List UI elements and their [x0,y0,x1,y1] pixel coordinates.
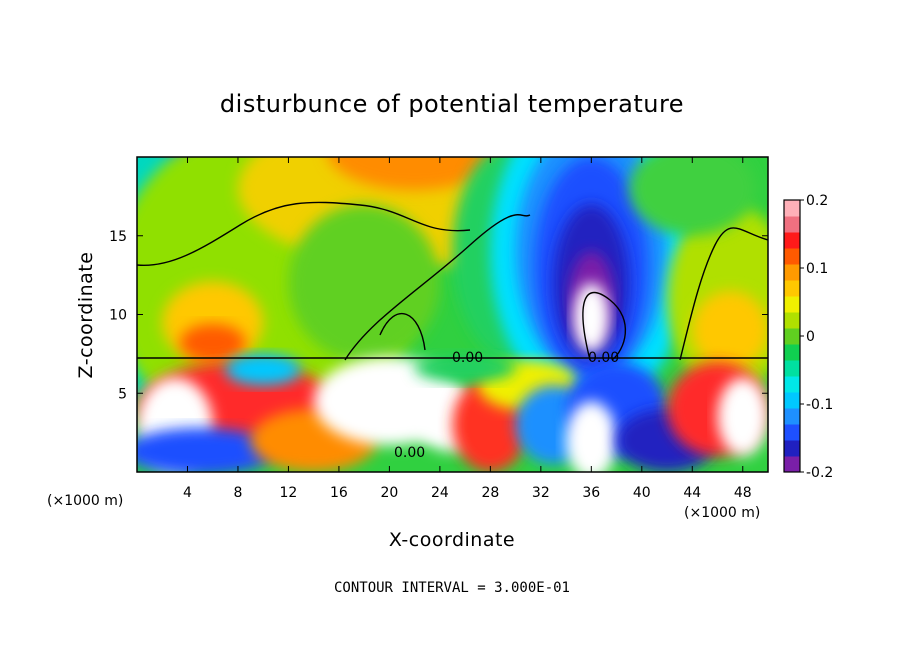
field-blob [225,353,302,386]
field-blob [179,323,246,362]
colorbar-swatch [784,456,800,473]
x-tick-label: 8 [233,485,242,501]
contour-label-3: 0.00 [588,350,619,366]
colorbar-swatch [784,296,800,313]
field-blob [629,157,756,236]
field-blob [692,290,768,370]
colorbar-swatch [784,376,800,393]
contour-line [137,201,471,267]
colorbar-swatch [784,248,800,265]
colorbar-swatch [784,424,800,441]
x-tick-label: 16 [330,485,348,501]
colorbar-swatch [784,360,800,377]
plot-area [137,157,768,472]
colorbar-swatch [784,312,800,329]
y-tick-label: 15 [109,229,127,245]
colorbar-swatch [784,328,800,345]
colorbar-swatch [784,264,800,281]
x-tick-label: 12 [280,485,298,501]
colorbar-swatch [784,232,800,249]
colorbar-swatch [784,216,800,233]
x-tick-label: 32 [532,485,550,501]
contour-interval-note: CONTOUR INTERVAL = 3.000E-01 [334,580,570,596]
field-blob [327,157,502,191]
y-axis: 5 10 15 [109,229,768,402]
x-tick-label: 36 [582,485,600,501]
contour-label-2: 0.00 [394,445,425,461]
contour-label-1: 0.00 [452,350,483,366]
colorbar-swatch [784,280,800,297]
colorbar-tick-label: -0.1 [806,397,833,413]
y-axis-label: Z-coordinate [75,252,97,379]
y-tick-label: 5 [118,386,127,402]
chart-title: disturbunce of potential temperature [220,90,684,118]
colorbar-tick-label: 0.1 [806,261,828,277]
field-blob [288,204,440,362]
contour-lines [137,201,768,361]
field-blob [717,377,768,457]
x-tick-label: 44 [683,485,701,501]
x-tick-label: 28 [481,485,499,501]
field-blob [414,353,516,383]
field-blob [566,401,617,472]
contour-line [679,227,768,361]
colorbar-swatch [784,392,800,409]
x-tick-label: 48 [734,485,752,501]
colorbar-tick-label: 0.2 [806,193,828,209]
colorbar-tick-label: -0.2 [806,465,833,481]
colorbar-swatch [784,408,800,425]
contour-line [379,313,426,351]
field-blob [573,283,609,353]
x-tick-label: 20 [380,485,398,501]
contour-line [582,291,627,361]
x-unit-left: (×1000 m) [47,493,123,509]
y-tick-label: 10 [109,308,127,324]
x-tick-label: 40 [633,485,651,501]
field-blob [137,427,276,472]
colorbar-tick-label: 0 [806,329,815,345]
x-tick-label: 4 [183,485,192,501]
colorbar-swatch [784,344,800,361]
colorbar-swatch [784,440,800,457]
x-axis-label: X-coordinate [389,529,515,551]
colorbar-swatch [784,200,800,217]
x-unit-right: (×1000 m) [684,505,760,521]
x-axis: 4 8 12 16 20 24 28 32 36 40 44 48 [183,157,752,501]
temperature-field [137,157,768,472]
contour-line [344,214,531,361]
x-tick-label: 24 [431,485,449,501]
colorbar: 0.2 0.1 0 -0.1 -0.2 [783,193,833,481]
